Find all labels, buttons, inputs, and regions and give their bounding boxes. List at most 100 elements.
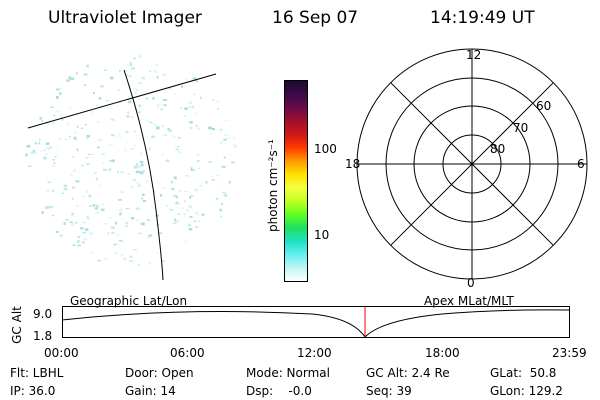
emission-pixel [219, 208, 222, 212]
emission-pixel [138, 264, 140, 266]
emission-pixel [125, 224, 128, 227]
emission-pixel [129, 255, 133, 258]
emission-pixel [95, 211, 100, 214]
emission-pixel [133, 88, 136, 90]
emission-pixel [89, 232, 94, 235]
emission-pixel [96, 204, 99, 208]
emission-pixel [83, 73, 88, 76]
emission-pixel [140, 222, 145, 226]
emission-pixel [30, 151, 34, 155]
mlat-label-70: 70 [513, 121, 529, 135]
emission-pixel [158, 232, 162, 234]
emission-pixel [188, 106, 192, 109]
emission-pixel [92, 204, 96, 207]
emission-pixel [63, 187, 68, 191]
emission-pixel [196, 79, 198, 83]
emission-pixel [71, 224, 74, 227]
emission-pixel [69, 221, 73, 223]
emission-pixel [188, 223, 191, 227]
emission-pixel [179, 106, 182, 109]
emission-pixel [82, 232, 86, 234]
emission-pixel [223, 156, 226, 159]
emission-pixel [233, 137, 236, 140]
emission-pixel [189, 121, 193, 124]
emission-pixel [137, 82, 142, 84]
emission-pixel [157, 103, 162, 105]
emission-pixel [110, 118, 115, 121]
app-title: Ultraviolet Imager [48, 8, 202, 28]
emission-pixel [142, 170, 145, 172]
emission-pixel [84, 84, 87, 86]
emission-pixel [107, 232, 109, 235]
emission-pixel [72, 244, 76, 246]
emission-pixel [209, 133, 213, 135]
emission-pixel [227, 137, 230, 140]
emission-pixel [184, 241, 188, 243]
x-tick-0000: 00:00 [44, 346, 79, 360]
emission-pixel [85, 228, 89, 231]
emission-pixel [125, 73, 129, 77]
emission-pixel [52, 122, 55, 125]
emission-pixel [168, 129, 172, 132]
emission-pixel [72, 156, 74, 158]
seq-value: Seq: 39 [366, 384, 412, 398]
emission-pixel [121, 254, 125, 256]
emission-pixel [124, 149, 126, 151]
emission-pixel [162, 187, 167, 189]
emission-pixel [196, 212, 199, 215]
ip-value: IP: 36.0 [10, 384, 56, 398]
emission-pixel [55, 96, 59, 99]
emission-pixel [91, 153, 94, 155]
alt-tick-1-8: 1.8 [33, 329, 53, 343]
door-status: Door: Open [125, 366, 194, 380]
emission-pixel [73, 136, 77, 140]
emission-pixel [119, 240, 122, 242]
emission-pixel [60, 114, 65, 116]
emission-pixel [217, 108, 219, 110]
geographic-image-panel [25, 55, 238, 281]
emission-pixel [133, 91, 137, 94]
colorbar-tick-100: 100 [314, 142, 337, 156]
emission-pixel [95, 177, 99, 181]
x-tick-0600: 06:00 [170, 346, 205, 360]
emission-pixel [177, 213, 181, 215]
emission-pixel [74, 131, 77, 134]
emission-pixel [188, 227, 193, 231]
emission-pixel [127, 173, 130, 175]
emission-pixel [102, 203, 105, 205]
colorbar-unit-label: photon cm⁻²s⁻¹ [266, 139, 280, 232]
emission-pixel [82, 221, 86, 224]
colorbar-tick-10: 10 [314, 228, 330, 242]
emission-pixel [212, 99, 215, 101]
emission-pixel [175, 219, 180, 223]
emission-pixel [130, 185, 133, 189]
emission-pixel [59, 137, 62, 140]
emission-pixel [177, 150, 181, 154]
emission-pixel [190, 195, 194, 197]
emission-pixel [86, 64, 89, 68]
longitude-line [123, 69, 164, 281]
emission-pixel [71, 197, 74, 200]
emission-pixel [111, 231, 115, 234]
emission-pixel [105, 99, 109, 102]
emission-pixel [138, 232, 142, 235]
emission-pixel [52, 159, 55, 161]
emission-pixel [224, 134, 229, 136]
emission-pixel [160, 194, 163, 197]
mlt-label-bottom: 0 [467, 276, 475, 290]
emission-pixel [53, 115, 56, 116]
emission-pixel [26, 144, 31, 148]
emission-pixel [139, 171, 144, 175]
emission-pixel [76, 150, 79, 152]
emission-pixel [56, 110, 60, 113]
emission-pixel [131, 67, 136, 70]
emission-pixel [125, 221, 128, 224]
mlt-label-top: 12 [466, 48, 482, 62]
emission-pixel [185, 78, 188, 81]
emission-pixel [181, 85, 183, 88]
emission-pixel [61, 192, 64, 194]
emission-pixel [163, 134, 168, 136]
emission-pixel [71, 212, 74, 216]
emission-pixel [139, 55, 142, 58]
emission-pixel [133, 249, 137, 251]
